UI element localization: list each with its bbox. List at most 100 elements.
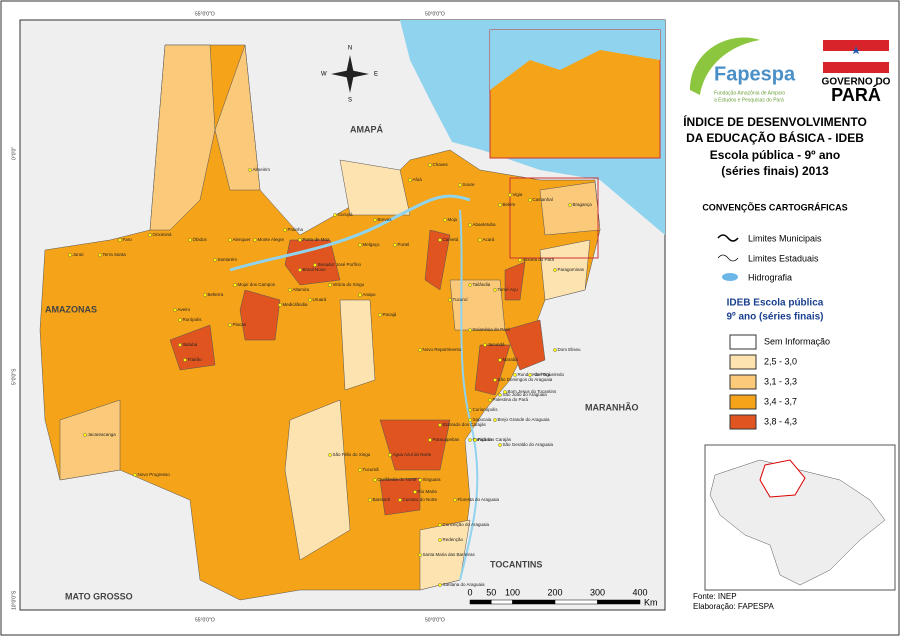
municipality-area [284,399,351,561]
municipality-seat [178,343,182,347]
scale-label: 100 [505,587,520,597]
municipality-seat [428,163,432,167]
municipality-seat [438,523,442,527]
municipality-label: Almeirim [253,167,271,172]
fapespa-subtitle: Fundação Amazônia de Amparo [714,90,785,96]
municipality-label: Curionópolis [473,407,499,412]
state-label: MARANHÃO [585,402,639,412]
municipality-label: Canaã dos Carajás [473,437,512,442]
scale-segment [491,599,513,605]
municipality-area [379,477,421,516]
municipality-seat [528,198,532,202]
municipality-label: Portel [398,242,410,247]
municipality-seat [233,283,237,287]
municipality-seat [228,238,232,242]
municipality-seat [498,203,502,207]
municipality-seat [393,243,397,247]
grid-label: 50°0'0"O [425,11,445,17]
municipality-label: Gurupá [338,212,354,217]
municipality-label: Bannach [373,497,391,502]
municipality-seat [448,298,452,302]
municipality-seat [298,268,302,272]
municipality-seat [493,288,497,292]
legend-label: 2,5 - 3,0 [764,356,797,366]
municipality-seat [378,313,382,317]
municipality-seat [468,418,472,422]
fapespa-logo-leaf [690,37,760,95]
scale-label: 50 [486,587,496,597]
title: DA EDUCAÇÃO BÁSICA - IDEB [686,130,864,145]
municipality-label: Uruará [313,297,327,302]
municipality-seat [528,373,532,377]
municipality-label: Oriximiná [153,232,172,237]
compass-label: W [321,72,327,78]
municipality-seat [418,553,422,557]
scale-label: 300 [590,587,605,597]
scale-segment [597,599,641,605]
municipality-label: Santana do Araguaia [443,582,486,587]
scale-label: 400 [632,587,647,597]
grid-label: 0°0'0" [11,147,17,160]
source: Elaboração: FAPESPA [693,602,774,611]
fapespa-subtitle: a Estudos e Pesquisas do Pará [714,97,784,103]
municipality-label: Itaituba [183,342,198,347]
municipality-label: Senador José Porfírio [318,262,362,267]
municipality-seat [468,328,472,332]
municipality-labels: Almeirim Oriximiná Óbidos Alenquer Monte Ale… [68,162,592,587]
grid-label: 55°0'0"O [195,11,215,17]
scale-segment [469,599,492,605]
legend-swatch [729,354,757,370]
river [229,194,471,272]
municipality-seat [358,293,362,297]
municipality-label: Altamira [293,287,310,292]
municipality-label: Alenquer [233,237,252,242]
municipality-seat [188,238,192,242]
municipality-label: Monte Alegre [258,237,285,242]
municipality-label: Chaves [433,162,449,167]
legend-symbol [722,273,738,281]
municipality-label: Porto de Moz [303,237,331,242]
municipality-label: Juruti [73,252,84,257]
municipality-area [339,159,411,216]
municipality-label: Santarém [218,257,238,262]
municipality-seat [328,453,332,457]
municipality-label: Medicilândia [283,302,309,307]
municipality-label: Óbidos [193,236,208,242]
municipality-seat [308,298,312,302]
municipality-seat [328,283,332,287]
state-label: TOCANTINS [490,559,542,569]
municipality-seat [228,323,232,327]
municipality-seat [483,343,487,347]
municipality-seat [183,358,187,362]
municipality-label: Terra Santa [103,252,127,257]
municipality-label: São João do Araguaia [503,392,548,397]
municipality-label: Brasil Novo [303,267,327,272]
legend-swatch [729,414,757,430]
municipality-seat [98,253,102,257]
municipality-seat [453,498,457,502]
municipality-label: Goianésia do Pará [473,327,511,332]
municipality-label: Floresta do Araguaia [458,497,500,502]
municipality-seat [443,218,447,222]
municipality-seat [83,433,87,437]
municipality-label: Brejo Grande do Araguaia [498,417,551,422]
municipality-seat [408,178,412,182]
municipality-label: Rurópolis [183,317,203,322]
municipality-label: Rio Maria [418,489,438,494]
municipality-label: Prainha [288,227,304,232]
legend: Sem Informação 2,5 - 3,0 3,1 - 3,3 3,4 - 3,… [729,334,830,430]
municipality-seat [213,258,217,262]
municipality-label: Palestina do Pará [493,397,529,402]
scale-segment [554,599,598,605]
legend-label: 3,4 - 3,7 [764,396,797,406]
municipality-label: Jacundá [488,342,506,347]
municipality-label: Santa Maria das Barreiras [423,552,476,557]
municipality-label: Tailândia [473,282,491,287]
municipality-seat [368,498,372,502]
municipality-label: Belterra [208,292,224,297]
state-label: AMAZONAS [45,304,97,314]
scale-segment [512,599,556,605]
municipality-label: Trairão [188,357,203,362]
municipality-seat [148,233,152,237]
municipality-label: Conceição do Araguaia [443,522,490,527]
